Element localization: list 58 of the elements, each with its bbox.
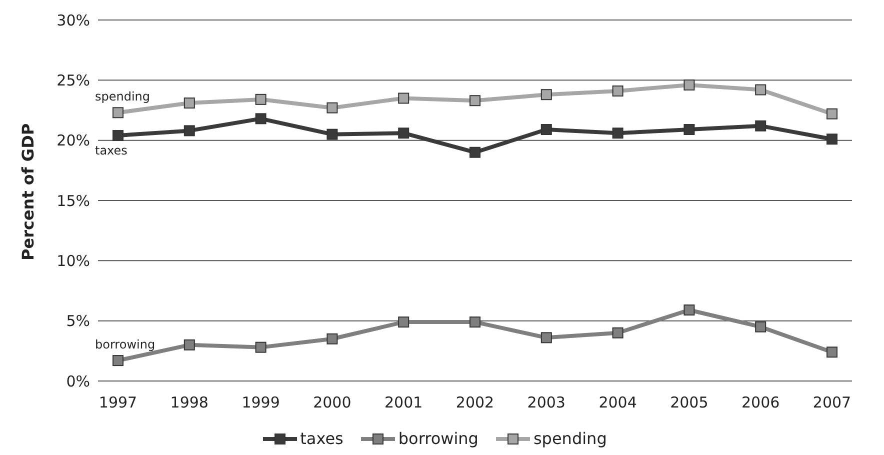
point xyxy=(755,120,766,132)
point xyxy=(112,355,124,366)
point xyxy=(398,128,410,139)
point xyxy=(470,316,480,328)
point xyxy=(470,95,480,106)
point xyxy=(255,342,266,353)
point xyxy=(540,332,552,344)
x-tick-label: 1998 xyxy=(170,394,208,412)
legend-label: spending xyxy=(532,429,607,448)
point xyxy=(112,107,124,118)
legend-label: taxes xyxy=(299,429,344,448)
x-tick-label: 2004 xyxy=(598,394,637,412)
point xyxy=(540,89,552,100)
point xyxy=(470,146,480,158)
y-tick-label: 5% xyxy=(66,312,90,330)
point xyxy=(112,130,124,142)
text: borrowing xyxy=(95,338,156,352)
point xyxy=(184,98,195,109)
x-tick-label: 2003 xyxy=(527,394,566,412)
y-tick-label: 10% xyxy=(56,252,90,270)
x-tick-label: 2007 xyxy=(812,394,852,412)
text: taxes xyxy=(95,144,128,158)
point xyxy=(326,333,338,344)
y-tick-label: 20% xyxy=(56,132,90,150)
y-tick-label: 30% xyxy=(56,11,90,30)
point xyxy=(184,125,195,136)
point xyxy=(326,128,338,140)
point xyxy=(540,124,552,136)
point xyxy=(398,316,410,328)
point xyxy=(755,84,766,96)
x-tick-label: 2000 xyxy=(313,394,352,412)
y-tick-label: 25% xyxy=(56,71,90,90)
y-tick-label: 15% xyxy=(56,192,90,210)
y-tick-label: 0% xyxy=(66,372,90,390)
x-tick-label: 1999 xyxy=(242,394,280,412)
point xyxy=(684,124,695,136)
point xyxy=(826,346,838,358)
point xyxy=(326,102,338,114)
x-tick-label: 2002 xyxy=(456,394,494,412)
point xyxy=(684,304,695,316)
point xyxy=(755,321,766,332)
text: spending xyxy=(95,90,150,104)
x-tick-label: 1997 xyxy=(98,394,138,412)
point xyxy=(612,85,624,96)
point xyxy=(398,92,410,104)
point xyxy=(612,327,624,338)
x-tick-label: 2006 xyxy=(742,394,780,412)
point xyxy=(826,108,838,120)
point xyxy=(684,79,695,90)
x-tick-label: 2005 xyxy=(670,394,708,412)
point xyxy=(184,339,195,350)
point xyxy=(255,113,266,124)
point xyxy=(255,94,266,105)
x-tick-label: 2001 xyxy=(384,394,423,412)
legend-label: borrowing xyxy=(397,429,478,448)
y-axis-title: Percent of GDP xyxy=(18,123,38,260)
point xyxy=(826,134,838,145)
point xyxy=(612,128,624,139)
